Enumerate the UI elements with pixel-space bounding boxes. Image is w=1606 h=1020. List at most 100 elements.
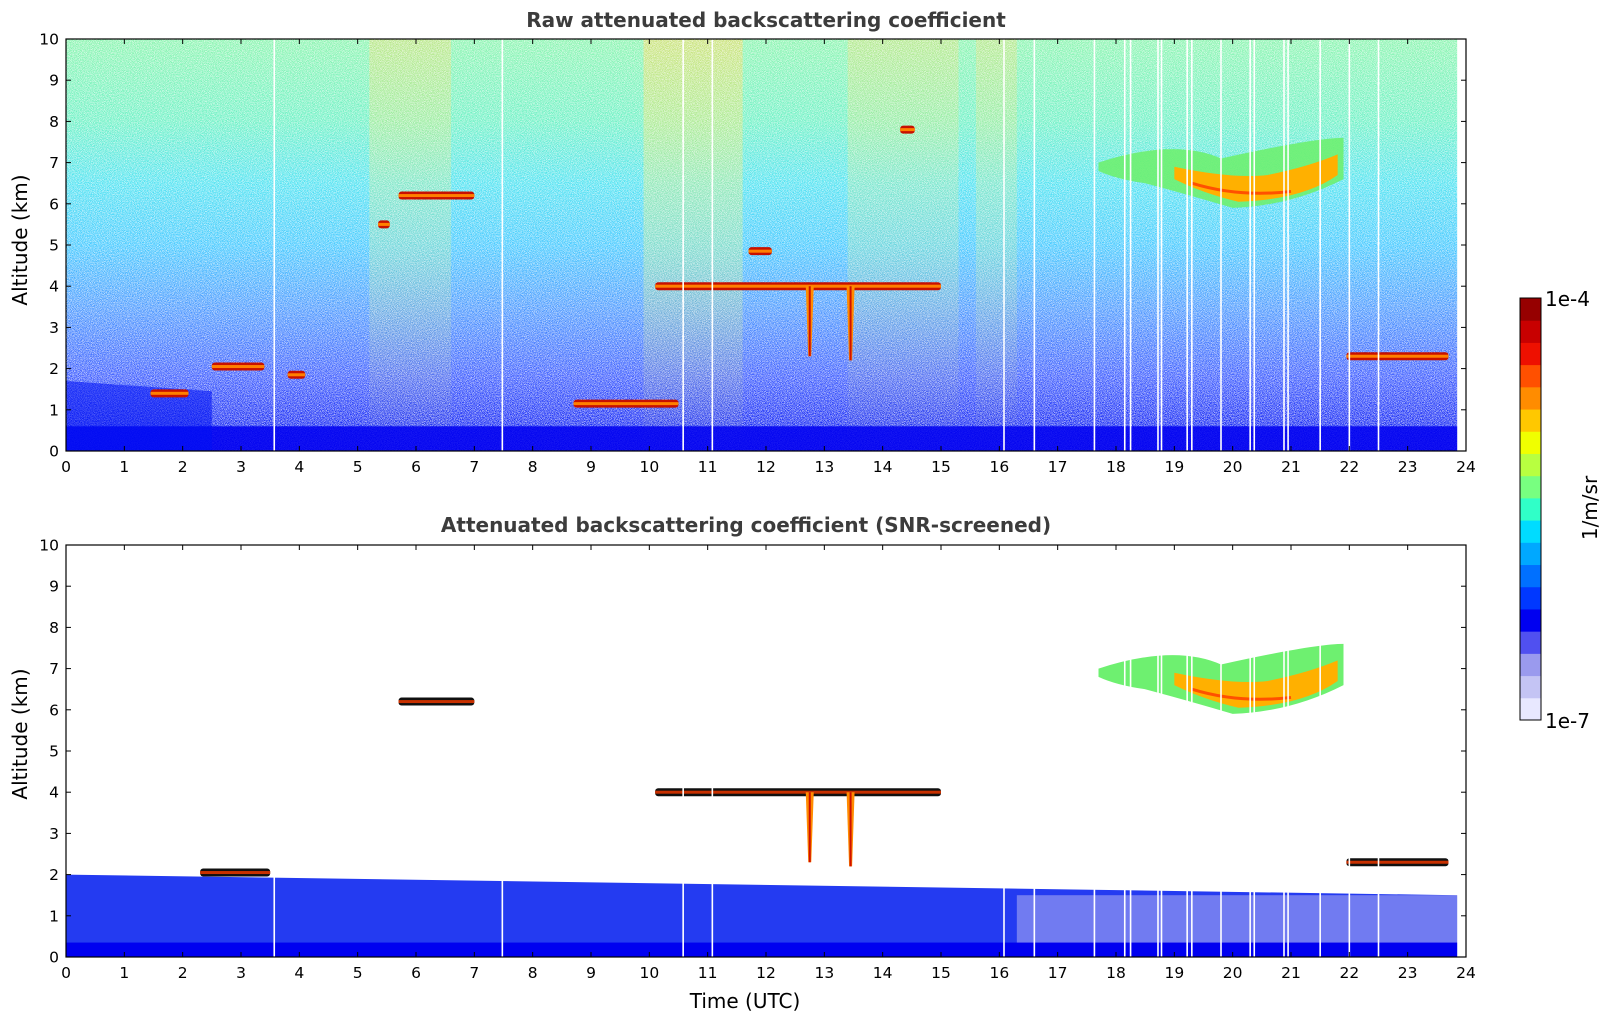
screened-backscatter-panel: Attenuated backscattering coefficient (S… (8, 513, 1476, 1013)
y-tick-label: 3 (49, 825, 59, 843)
x-tick-label: 19 (1164, 964, 1184, 982)
colorbar-min-label: 1e-7 (1545, 709, 1590, 733)
x-tick-label: 1 (119, 964, 129, 982)
x-tick-label: 16 (989, 458, 1009, 476)
x-tick-label: 20 (1223, 458, 1243, 476)
cloud-core (573, 402, 679, 406)
cloud-core (900, 128, 915, 132)
x-tick-label: 17 (1048, 458, 1068, 476)
cloud-core (200, 871, 271, 875)
y-tick-label: 9 (49, 578, 59, 596)
x-tick-label: 12 (756, 458, 776, 476)
y-tick-label: 6 (49, 195, 59, 213)
raw-panel-title: Raw attenuated backscattering coefficien… (526, 8, 1006, 32)
x-tick-label: 24 (1456, 458, 1476, 476)
y-tick-label: 4 (49, 278, 59, 296)
x-tick-label: 7 (469, 458, 479, 476)
colorbar-swatch (1520, 453, 1541, 477)
y-tick-label: 5 (49, 743, 59, 761)
x-tick-label: 10 (639, 458, 659, 476)
colorbar-swatch (1520, 298, 1541, 321)
cirrus-peak (1191, 687, 1292, 701)
x-tick-label: 3 (236, 458, 246, 476)
x-tick-label: 4 (294, 964, 304, 982)
cloud-core (378, 222, 390, 226)
colorbar: 1e-4 1e-7 1/m/sr (1519, 287, 1602, 733)
x-tick-label: 6 (411, 964, 421, 982)
colorbar-swatch (1520, 520, 1541, 543)
colorbar-swatches (1520, 298, 1541, 721)
surface-layer (66, 942, 1458, 957)
x-tick-label: 12 (756, 964, 776, 982)
x-tick-label: 17 (1048, 964, 1068, 982)
colorbar-swatch (1520, 409, 1541, 432)
screened-panel-title: Attenuated backscattering coefficient (S… (441, 513, 1051, 537)
x-tick-label: 11 (698, 458, 718, 476)
noise-grain (66, 39, 1458, 451)
y-tick-label: 2 (49, 360, 59, 378)
screened-y-axis-label: Altitude (km) (8, 668, 32, 799)
colorbar-swatch (1520, 475, 1541, 499)
y-tick-label: 3 (49, 319, 59, 337)
cirrus-peak (1191, 181, 1292, 195)
y-tick-label: 10 (39, 537, 59, 555)
x-tick-label: 18 (1106, 458, 1126, 476)
x-tick-label: 22 (1339, 964, 1359, 982)
y-tick-label: 1 (49, 907, 59, 925)
screened-heatmap (66, 545, 1458, 957)
colorbar-swatch (1520, 386, 1541, 410)
colorbar-swatch (1520, 631, 1541, 654)
x-tick-label: 9 (586, 964, 596, 982)
colorbar-swatch (1520, 675, 1541, 699)
colorbar-swatch (1520, 586, 1541, 610)
x-tick-label: 7 (469, 964, 479, 982)
x-tick-label: 13 (814, 964, 834, 982)
y-tick-label: 6 (49, 701, 59, 719)
x-tick-label: 22 (1339, 458, 1359, 476)
x-tick-label: 18 (1106, 964, 1126, 982)
colorbar-swatch (1520, 320, 1541, 343)
y-tick-label: 8 (49, 619, 59, 637)
colorbar-swatch (1520, 564, 1541, 588)
boundary-layer (66, 426, 1458, 451)
raw-y-axis-label: Altitude (km) (8, 174, 32, 305)
colorbar-frame (1519, 297, 1542, 721)
x-tick-label: 9 (586, 458, 596, 476)
y-tick-label: 5 (49, 237, 59, 255)
colorbar-swatch (1520, 697, 1541, 721)
cloud-core (398, 700, 475, 704)
y-tick-label: 1 (49, 401, 59, 419)
colorbar-max-label: 1e-4 (1545, 287, 1590, 311)
x-tick-label: 2 (178, 458, 188, 476)
colorbar-unit-label: 1/m/sr (1578, 475, 1602, 540)
cloud-core (655, 284, 941, 288)
x-tick-label: 10 (639, 964, 659, 982)
cloud-core (1346, 354, 1449, 358)
x-tick-label: 8 (528, 458, 538, 476)
x-tick-label: 24 (1456, 964, 1476, 982)
x-tick-label: 15 (931, 964, 951, 982)
y-tick-label: 10 (39, 31, 59, 49)
x-tick-label: 16 (989, 964, 1009, 982)
x-tick-label: 8 (528, 964, 538, 982)
y-tick-label: 7 (49, 154, 59, 172)
x-tick-label: 15 (931, 458, 951, 476)
x-tick-label: 20 (1223, 964, 1243, 982)
x-tick-label: 13 (814, 458, 834, 476)
x-tick-label: 4 (294, 458, 304, 476)
colorbar-swatch (1520, 653, 1541, 677)
y-tick-label: 2 (49, 866, 59, 884)
raw-axes: 0 1 2 3 4 5 6 7 8 9 10 11 12 13 14 15 16 17 18 19 20 21 22 23 24… (39, 31, 1476, 477)
y-tick-label: 0 (49, 949, 59, 967)
x-tick-label: 3 (236, 964, 246, 982)
x-tick-label: 14 (873, 964, 893, 982)
raw-heatmap (66, 39, 1458, 451)
raw-backscatter-panel: Raw attenuated backscattering coefficien… (8, 8, 1476, 476)
colorbar-swatch (1520, 608, 1541, 632)
x-tick-label: 11 (698, 964, 718, 982)
cloud-core (150, 391, 189, 395)
colorbar-swatch (1520, 542, 1541, 566)
aerosol-layer (66, 380, 212, 451)
cloud-core (1346, 860, 1449, 864)
screened-axes: 0 1 2 3 4 5 6 7 8 9 10 11 12 13 14 15 16 17 18 19 20 21 22 23 24… (39, 537, 1476, 983)
